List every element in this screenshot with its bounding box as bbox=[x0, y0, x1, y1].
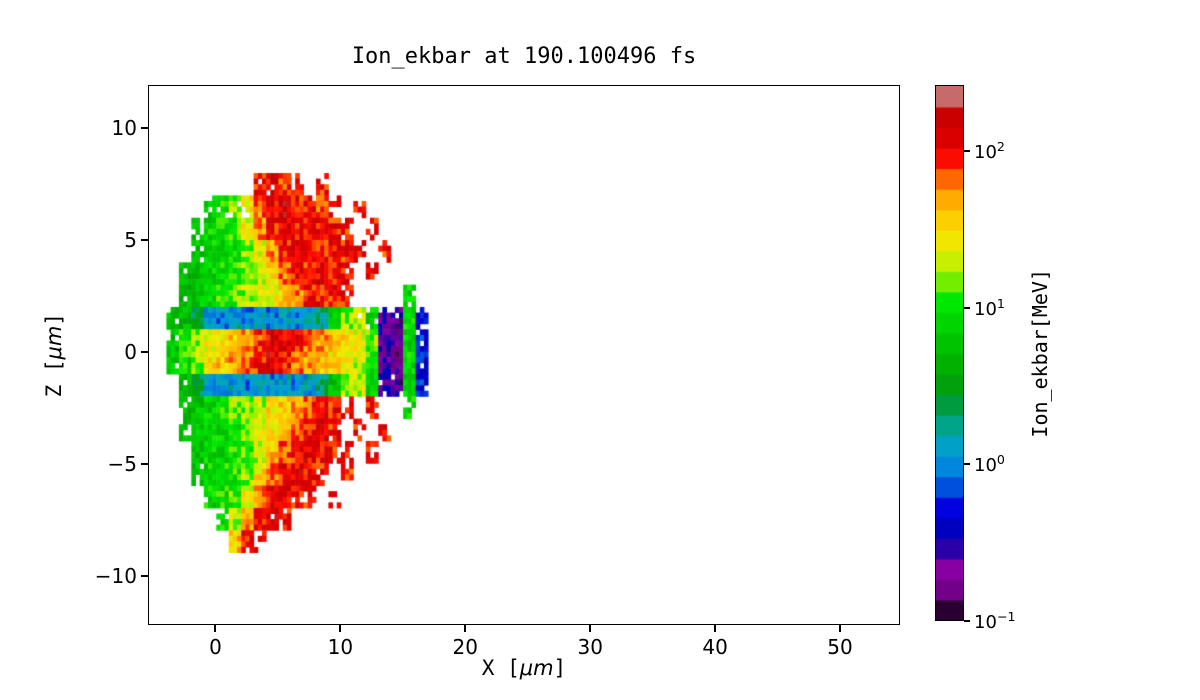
y-tick-mark bbox=[141, 350, 148, 353]
y-axis-label-math: μm bbox=[42, 325, 66, 360]
colorbar-tick-label: 102 bbox=[974, 138, 1005, 163]
x-tick-mark bbox=[714, 625, 717, 632]
y-tick-label: 0 bbox=[124, 339, 137, 364]
y-tick-mark bbox=[141, 462, 148, 465]
colorbar-label-text: Ion_ekbar[MeV] bbox=[1028, 268, 1052, 438]
colorbar-tick-mark bbox=[964, 149, 970, 152]
y-tick-mark bbox=[141, 238, 148, 241]
x-tick-mark bbox=[214, 625, 217, 632]
x-tick-label: 10 bbox=[327, 635, 354, 659]
plot-title: Ion_ekbar at 190.100496 fs bbox=[351, 44, 697, 69]
y-axis-label-post: ] bbox=[42, 312, 66, 326]
x-tick-label: 0 bbox=[209, 635, 222, 659]
y-axis-label-pre: Z [ bbox=[42, 359, 66, 398]
y-tick-label: 5 bbox=[124, 227, 137, 252]
colorbar-tick-mark bbox=[964, 306, 970, 309]
heatmap-canvas bbox=[149, 86, 899, 624]
x-axis-label-pre: X [ bbox=[481, 656, 520, 680]
colorbar-tick-label: 101 bbox=[974, 295, 1005, 320]
plot-area bbox=[148, 85, 900, 625]
colorbar-tick-label: 100 bbox=[974, 452, 1005, 477]
x-axis-label: X [μm] bbox=[148, 656, 900, 680]
colorbar-tick-mark bbox=[964, 463, 970, 466]
x-tick-mark bbox=[589, 625, 592, 632]
y-axis-label: Z [μm] bbox=[34, 85, 74, 625]
colorbar-tick-label: 10−1 bbox=[974, 609, 1016, 633]
x-tick-mark bbox=[839, 625, 842, 632]
y-tick-mark bbox=[141, 126, 148, 129]
x-tick-mark bbox=[339, 625, 342, 632]
colorbar-canvas bbox=[936, 86, 963, 620]
colorbar bbox=[935, 85, 964, 621]
x-tick-label: 40 bbox=[702, 635, 728, 659]
y-tick-label: −5 bbox=[107, 451, 137, 476]
x-tick-label: 20 bbox=[452, 635, 479, 659]
x-tick-mark bbox=[464, 625, 467, 632]
x-tick-label: 50 bbox=[827, 635, 853, 659]
y-tick-label: −10 bbox=[94, 563, 137, 588]
y-tick-label: 10 bbox=[111, 115, 137, 140]
y-tick-mark bbox=[141, 574, 148, 577]
x-axis-label-post: ] bbox=[553, 656, 567, 680]
x-tick-label: 30 bbox=[577, 635, 603, 659]
x-axis-label-math: μm bbox=[519, 656, 554, 680]
colorbar-label: Ion_ekbar[MeV] bbox=[1020, 85, 1060, 621]
colorbar-tick-mark bbox=[964, 620, 970, 622]
